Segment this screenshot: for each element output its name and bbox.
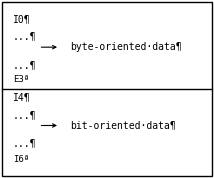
Text: byte-oriented·data¶: byte-oriented·data¶ (71, 42, 182, 52)
Text: bit-oriented·data¶: bit-oriented·data¶ (71, 121, 176, 130)
Text: ...¶: ...¶ (13, 60, 36, 70)
Text: ...¶: ...¶ (13, 110, 36, 120)
Text: I4¶: I4¶ (13, 92, 30, 102)
FancyBboxPatch shape (2, 2, 212, 176)
Text: E3ª: E3ª (13, 75, 29, 84)
Text: I0¶: I0¶ (13, 14, 30, 24)
Text: ...¶: ...¶ (13, 32, 36, 41)
Text: I6ª: I6ª (13, 155, 29, 164)
Text: ...¶: ...¶ (13, 138, 36, 148)
